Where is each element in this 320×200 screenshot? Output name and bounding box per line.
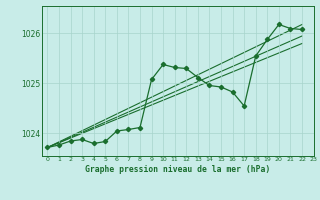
X-axis label: Graphe pression niveau de la mer (hPa): Graphe pression niveau de la mer (hPa) — [85, 165, 270, 174]
